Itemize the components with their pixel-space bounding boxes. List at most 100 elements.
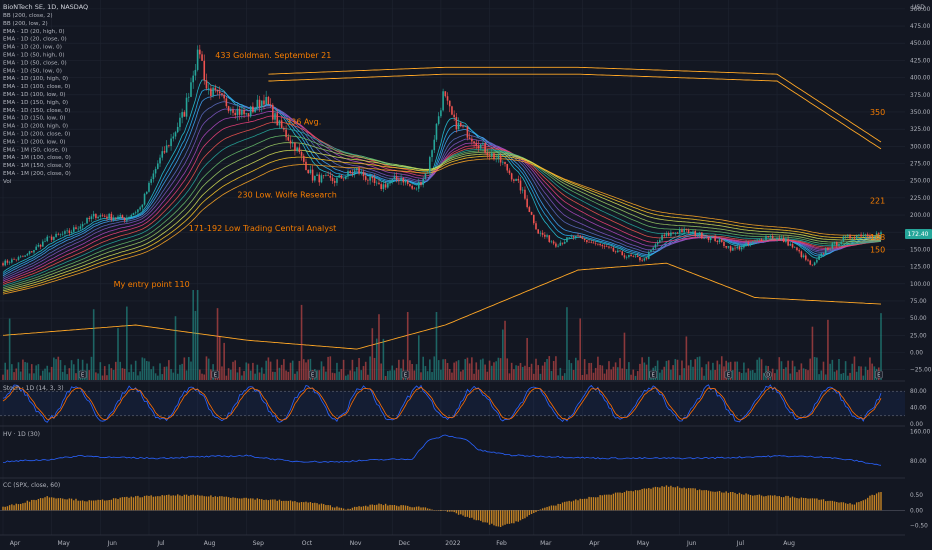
candle[interactable]	[583, 238, 586, 242]
candle[interactable]	[44, 238, 46, 243]
candle[interactable]	[309, 165, 312, 175]
candle-body[interactable]	[15, 259, 18, 261]
candle[interactable]	[866, 232, 869, 239]
candle[interactable]	[572, 235, 575, 240]
candle[interactable]	[873, 235, 876, 238]
candle[interactable]	[212, 86, 214, 98]
candle-body[interactable]	[101, 215, 104, 216]
candle[interactable]	[30, 250, 33, 253]
candle-body[interactable]	[661, 234, 663, 241]
candle[interactable]	[471, 135, 473, 145]
candle[interactable]	[382, 181, 385, 193]
candle[interactable]	[608, 245, 610, 249]
candle[interactable]	[659, 238, 661, 244]
candle-body[interactable]	[50, 236, 53, 240]
candle[interactable]	[539, 230, 542, 237]
candle-body[interactable]	[132, 213, 135, 216]
candle-body[interactable]	[185, 97, 188, 117]
candle-body[interactable]	[126, 217, 128, 221]
candle-body[interactable]	[709, 236, 712, 241]
candle-body[interactable]	[599, 243, 601, 246]
candle[interactable]	[2, 261, 4, 267]
candle[interactable]	[732, 246, 734, 251]
candle-body[interactable]	[252, 106, 254, 113]
candle[interactable]	[327, 171, 329, 176]
candle-body[interactable]	[866, 234, 869, 236]
candle-body[interactable]	[692, 231, 694, 232]
candle[interactable]	[344, 175, 347, 180]
candle[interactable]	[515, 178, 517, 181]
candle-body[interactable]	[95, 213, 97, 219]
legend-item[interactable]: EMA · 1D (200, high, 0)	[3, 124, 68, 130]
candle[interactable]	[384, 181, 387, 191]
candle-body[interactable]	[575, 235, 577, 238]
candle[interactable]	[530, 211, 533, 216]
candle[interactable]	[612, 246, 615, 253]
candle[interactable]	[661, 232, 663, 243]
candle-body[interactable]	[544, 234, 546, 237]
candle[interactable]	[477, 140, 480, 152]
candle[interactable]	[561, 242, 564, 246]
candle[interactable]	[860, 232, 862, 238]
candle-body[interactable]	[433, 139, 436, 151]
candle-body[interactable]	[278, 120, 281, 126]
candle-body[interactable]	[488, 155, 491, 157]
candle[interactable]	[364, 172, 367, 182]
candle-body[interactable]	[592, 242, 595, 244]
candle-body[interactable]	[572, 236, 575, 238]
candle[interactable]	[597, 243, 599, 246]
candle[interactable]	[141, 204, 144, 211]
candle-body[interactable]	[714, 236, 716, 241]
candle-body[interactable]	[97, 216, 99, 219]
candle-body[interactable]	[168, 145, 170, 147]
candle-body[interactable]	[227, 106, 230, 112]
candle-body[interactable]	[216, 89, 219, 92]
candle[interactable]	[446, 92, 449, 105]
candle-body[interactable]	[28, 251, 31, 254]
candle-body[interactable]	[605, 246, 608, 248]
candle-body[interactable]	[502, 161, 504, 163]
candle[interactable]	[577, 233, 579, 238]
candle[interactable]	[119, 213, 122, 218]
candle[interactable]	[590, 239, 593, 244]
candle[interactable]	[625, 255, 628, 260]
candle-body[interactable]	[650, 249, 652, 253]
candle[interactable]	[621, 250, 624, 256]
candle-body[interactable]	[249, 106, 252, 117]
candle[interactable]	[488, 151, 491, 161]
candle[interactable]	[316, 172, 318, 177]
candle[interactable]	[152, 170, 155, 183]
candle[interactable]	[678, 226, 681, 236]
candle-body[interactable]	[243, 109, 245, 115]
candle-body[interactable]	[340, 175, 343, 179]
candle-body[interactable]	[234, 112, 237, 116]
candle-body[interactable]	[798, 250, 800, 252]
candle-body[interactable]	[190, 82, 192, 97]
candle-body[interactable]	[302, 155, 305, 162]
candle-body[interactable]	[203, 60, 206, 81]
candle-body[interactable]	[838, 244, 840, 246]
candle-body[interactable]	[515, 178, 517, 181]
candle-body[interactable]	[57, 233, 60, 235]
candle-body[interactable]	[860, 234, 862, 237]
legend-item[interactable]: EMA · 1D (50, low, 0)	[3, 68, 62, 74]
candle[interactable]	[433, 135, 436, 154]
candle-body[interactable]	[621, 251, 624, 256]
candle[interactable]	[274, 108, 276, 124]
candle-body[interactable]	[291, 142, 294, 144]
candle-body[interactable]	[417, 182, 420, 189]
candle[interactable]	[785, 236, 787, 244]
candle-body[interactable]	[665, 233, 668, 236]
candle[interactable]	[568, 237, 570, 239]
event-marker[interactable]: E	[211, 370, 220, 379]
candle[interactable]	[652, 246, 655, 253]
candle-body[interactable]	[756, 239, 758, 241]
candle[interactable]	[490, 148, 493, 159]
candle-body[interactable]	[557, 245, 559, 247]
candle[interactable]	[132, 212, 135, 216]
candle[interactable]	[740, 245, 743, 252]
candle[interactable]	[665, 231, 668, 238]
candle-body[interactable]	[344, 176, 347, 179]
candle-body[interactable]	[84, 223, 86, 225]
